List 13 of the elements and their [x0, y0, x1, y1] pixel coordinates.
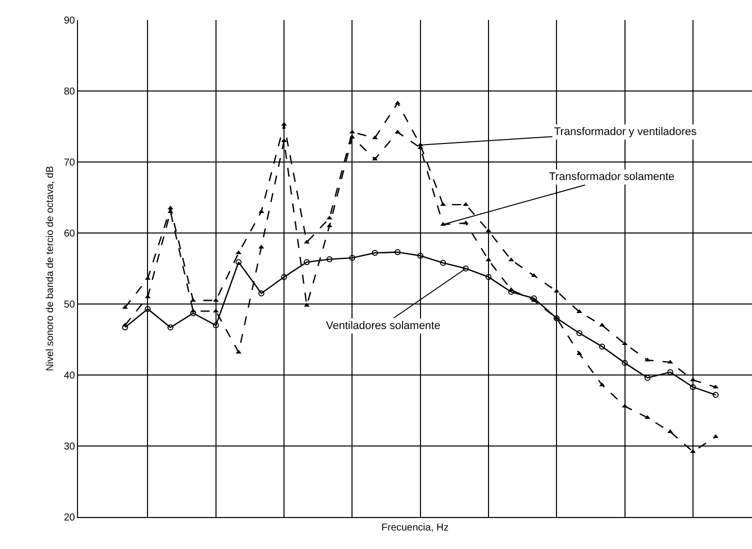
y-tick-label: 80: [64, 86, 76, 98]
y-tick-label: 90: [64, 16, 76, 26]
y-tick-label: 50: [64, 300, 76, 310]
y-tick-label: 40: [64, 370, 76, 382]
y-tick-label: 70: [64, 158, 76, 168]
text: Transformador y ventiladores: [554, 126, 698, 138]
y-tick-label: 20: [64, 512, 76, 524]
y-tick-label: 30: [64, 442, 76, 452]
text: Ventiladores solamente: [326, 320, 440, 332]
x-axis-title: Frecuencia, Hz: [381, 522, 449, 534]
y-tick-label: 60: [64, 228, 76, 240]
y-axis-title: Nivel sonoro de banda de tercio de octava, dB: [44, 166, 56, 372]
text: Transformador solamente: [549, 171, 675, 183]
